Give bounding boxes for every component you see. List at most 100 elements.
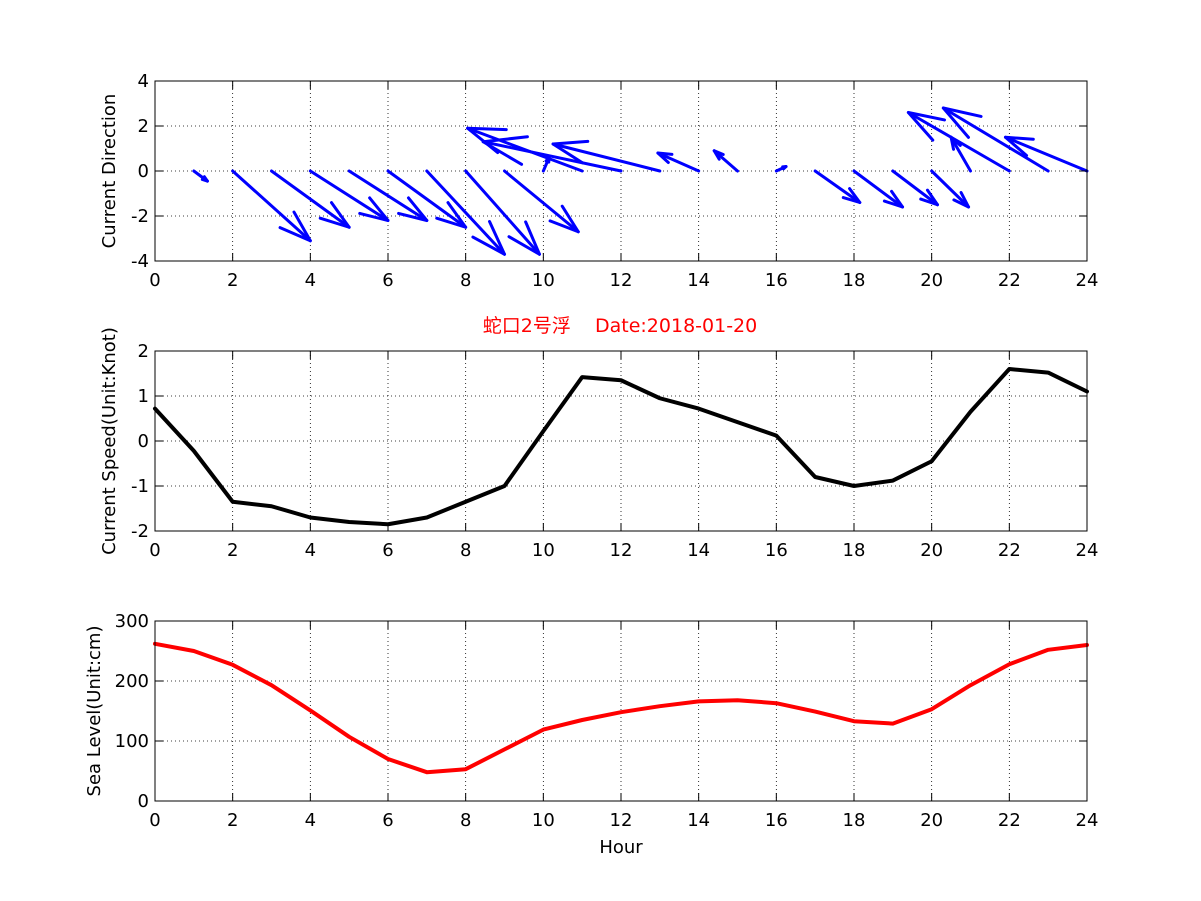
sea-level-data-point	[814, 710, 817, 713]
current-speed-x-tick-label: 0	[149, 540, 160, 561]
sea-level-data-point	[658, 705, 661, 708]
sea-level-data-point	[270, 684, 273, 687]
current-speed-data-point	[348, 521, 351, 523]
current-vector-head	[781, 165, 788, 171]
current-speed-data-point	[969, 410, 972, 413]
current-vector-head	[397, 196, 429, 222]
current-direction-x-tick-label: 6	[382, 270, 393, 291]
current-vector-shaft	[941, 106, 1050, 173]
current-speed-data-point	[930, 460, 933, 463]
current-vector-head	[941, 106, 983, 139]
current-vector-arrow	[464, 169, 541, 256]
current-speed-data-point	[464, 500, 467, 503]
current-vector-shaft	[656, 151, 701, 173]
current-vector-arrow	[347, 169, 429, 222]
current-direction-y-axis-label: Current Direction	[99, 94, 120, 249]
sea-level-data-point	[192, 650, 195, 652]
current-speed-data-point	[270, 505, 273, 508]
current-speed-data-point	[581, 376, 584, 379]
sea-level-data-point	[891, 722, 894, 725]
current-direction-x-tick-label: 24	[1076, 270, 1099, 291]
sea-level-x-tick-label: 24	[1076, 810, 1099, 831]
sea-level-data-point	[1008, 663, 1011, 666]
sea-level-y-axis-label: Sea Level(Unit:cm)	[84, 626, 105, 797]
current-direction-x-tick-label: 4	[305, 270, 316, 291]
current-speed-y-tick-label: -2	[131, 521, 149, 542]
current-speed-x-tick-label: 12	[610, 540, 633, 561]
sea-level-data-point	[736, 699, 739, 702]
current-vector-arrow	[425, 169, 506, 256]
current-vector-head	[318, 201, 351, 229]
current-vector-head	[712, 149, 725, 161]
sea-level-data-point	[309, 709, 312, 712]
current-vector-arrow	[231, 169, 312, 243]
sea-level-x-tick-label: 18	[843, 810, 866, 831]
current-vector-shaft	[270, 169, 351, 229]
sea-level-data-point	[620, 711, 622, 714]
current-vector-shaft	[308, 169, 390, 222]
current-speed-data-point	[697, 407, 700, 410]
current-vector-head	[919, 188, 939, 207]
current-speed-x-tick-label: 8	[460, 540, 471, 561]
current-direction-x-tick-label: 20	[920, 270, 943, 291]
sea-level-data-point	[969, 684, 972, 687]
sea-level-y-tick-label: 100	[115, 731, 149, 752]
current-vector-head	[548, 204, 580, 234]
sea-level-x-tick-label: 6	[382, 810, 393, 831]
sea-level-x-axis-label: Hour	[599, 837, 643, 858]
current-speed-x-tick-label: 18	[843, 540, 866, 561]
current-vector-shaft	[891, 169, 939, 207]
sea-level-data-point	[1047, 648, 1050, 651]
current-vector-head	[481, 135, 529, 166]
sea-level-data-point	[853, 720, 855, 723]
current-speed-x-tick-label: 10	[532, 540, 555, 561]
current-speed-y-tick-label: -1	[131, 476, 149, 497]
current-direction-y-tick-label: -2	[131, 206, 149, 227]
current-vector-head	[358, 196, 390, 222]
current-vector-head	[841, 187, 862, 204]
current-direction-x-tick-label: 22	[998, 270, 1021, 291]
current-speed-y-axis-label: Current Speed(Unit:Knot)	[99, 327, 120, 555]
current-vector-head	[435, 201, 468, 229]
sea-level-data-point	[387, 758, 389, 760]
current-vector-shaft	[386, 169, 468, 229]
current-speed-data-point	[620, 379, 622, 382]
current-vector-head	[882, 189, 905, 209]
current-vector-shaft	[231, 169, 312, 243]
current-speed-x-tick-label: 6	[382, 540, 393, 561]
current-speed-x-tick-label: 20	[920, 540, 943, 561]
current-vector-shaft	[425, 169, 506, 256]
sea-level-y-tick-label: 300	[115, 611, 149, 632]
current-vector-head	[952, 191, 971, 209]
current-speed-data-point	[542, 430, 545, 433]
sea-level-data-point	[697, 700, 700, 703]
current-speed-data-point	[891, 479, 894, 482]
current-speed-data-point	[736, 421, 739, 424]
current-vector-shaft	[712, 149, 739, 173]
current-vector-arrow	[774, 165, 788, 173]
sea-level-data-point	[542, 728, 545, 731]
sea-level-data-point	[503, 748, 506, 751]
current-direction-x-tick-label: 16	[765, 270, 788, 291]
current-vector-shaft	[481, 140, 623, 173]
sea-level-data-point	[775, 702, 778, 705]
current-vector-arrow	[270, 169, 351, 229]
current-speed-data-point	[309, 516, 312, 519]
current-vector-arrow	[192, 169, 209, 183]
current-vector-head	[507, 220, 541, 256]
sea-level-data-point	[930, 708, 933, 711]
current-vector-head	[1003, 135, 1035, 158]
current-vector-head	[278, 210, 312, 243]
current-vector-arrow	[656, 151, 701, 173]
current-vector-shaft	[551, 142, 662, 173]
current-vector-arrow	[906, 111, 1011, 173]
sea-level-x-tick-label: 14	[687, 810, 710, 831]
figure-title: 蛇口2号浮 Date:2018-01-20	[483, 315, 757, 337]
current-speed-data-point	[231, 500, 234, 503]
current-speed-x-tick-label: 2	[227, 540, 238, 561]
sea-level-x-tick-label: 20	[920, 810, 943, 831]
current-speed-data-point	[853, 485, 855, 487]
current-vector-arrow	[481, 135, 623, 173]
